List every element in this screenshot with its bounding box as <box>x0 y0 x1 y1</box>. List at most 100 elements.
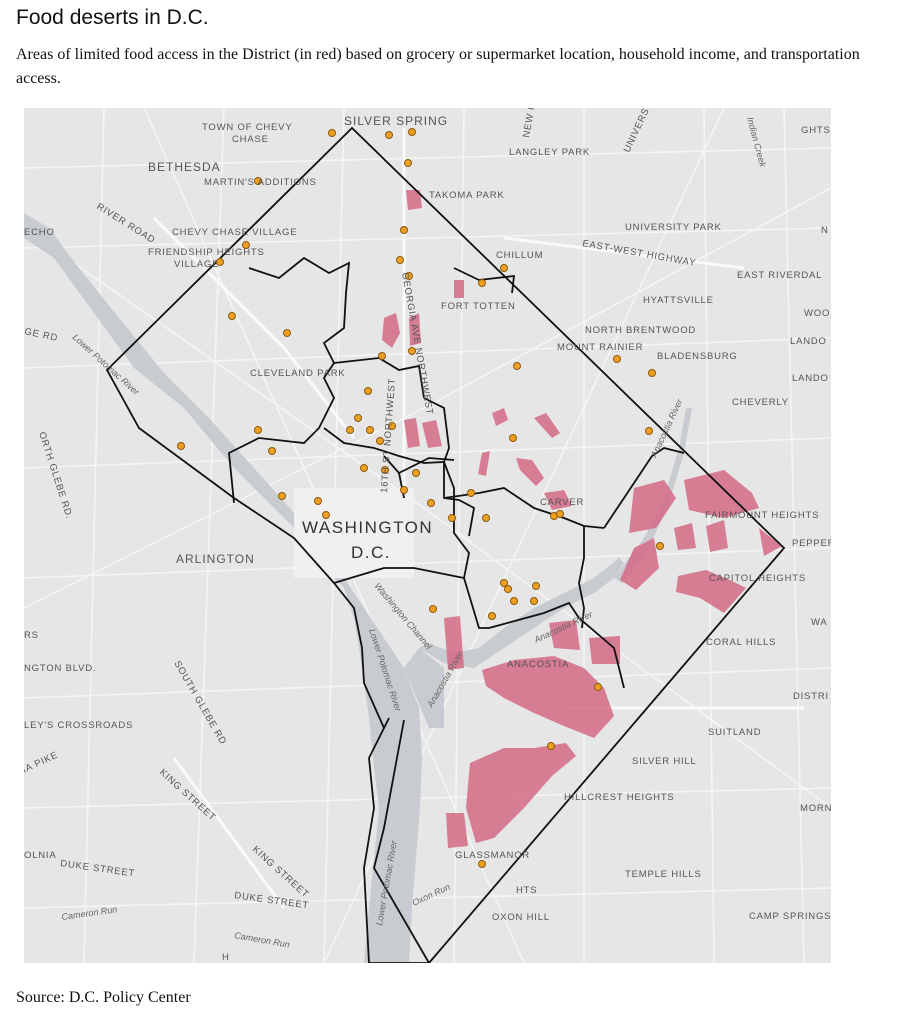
grocery-store-dot <box>396 256 404 264</box>
label-suitland: SUITLAND <box>708 727 761 738</box>
food-desert-area <box>446 813 468 848</box>
grocery-store-dot <box>366 426 374 434</box>
map-subtitle: Areas of limited food access in the Dist… <box>16 46 860 87</box>
food-desert-area <box>589 636 620 664</box>
label-martins-additions: MARTIN'S ADDITIONS <box>204 177 317 188</box>
grocery-store-dot <box>283 329 291 337</box>
map-title: Food deserts in D.C. <box>16 6 209 29</box>
label-fort-totten: FORT TOTTEN <box>441 301 516 312</box>
food-desert-area <box>759 528 782 556</box>
label-dc: D.C. <box>351 543 391 562</box>
label-bethesda: BETHESDA <box>148 160 221 174</box>
food-desert-area <box>544 490 572 510</box>
grocery-store-dot <box>405 272 413 280</box>
food-desert-area <box>382 313 400 348</box>
label-north-brentwood: NORTH BRENTWOOD <box>585 325 696 336</box>
grocery-store-dot <box>482 514 490 522</box>
food-desert-area <box>406 190 422 210</box>
grocery-store-dot <box>378 352 386 360</box>
grocery-store-dot <box>504 585 512 593</box>
label-glassmanor: GLASSMANOR <box>455 850 530 861</box>
label-lando-1: LANDO <box>790 336 827 347</box>
grocery-store-dot <box>532 582 540 590</box>
label-langley-park: LANGLEY PARK <box>509 147 590 158</box>
food-desert-area <box>516 458 544 486</box>
label-friendship-heights-village: VILLAGE <box>174 259 219 270</box>
label-pepper: PEPPER <box>792 538 831 549</box>
label-echo: ECHO <box>24 227 55 238</box>
label-cleveland-park: CLEVELAND PARK <box>250 368 346 379</box>
grocery-store-dot <box>381 466 389 474</box>
label-capitol-heights: CAPITOL HEIGHTS <box>709 573 806 584</box>
grocery-store-dot <box>645 427 653 435</box>
food-desert-area <box>549 620 580 650</box>
map-background <box>24 108 831 963</box>
grocery-store-dot <box>346 426 354 434</box>
grocery-store-dot <box>429 605 437 613</box>
grocery-store-dot <box>328 129 336 137</box>
label-morn: MORN <box>800 803 831 814</box>
label-bladensburg: BLADENSBURG <box>657 351 738 362</box>
grocery-store-dot <box>242 241 250 249</box>
dc-boundary <box>105 126 786 963</box>
grocery-store-dot <box>278 492 286 500</box>
label-town-of-chevy-chase: TOWN OF CHEVY <box>202 122 292 133</box>
food-desert-area <box>629 480 676 533</box>
grocery-store-dot <box>547 742 555 750</box>
label-town-of-chevy-chase-2: CHASE <box>232 134 269 145</box>
grocery-store-dot <box>488 612 496 620</box>
label-ghts: GHTS <box>801 125 831 136</box>
grocery-store-dot <box>400 226 408 234</box>
food-desert-area <box>620 538 659 590</box>
label-coral-hills: CORAL HILLS <box>706 637 776 648</box>
label-temple-hills: TEMPLE HILLS <box>625 869 702 880</box>
label-n-edge: N <box>821 225 829 236</box>
downtown-area <box>294 488 414 578</box>
label-washington: WASHINGTON <box>302 518 433 537</box>
label-hillcrest-heights: HILLCREST HEIGHTS <box>564 792 675 803</box>
label-distri: DISTRI <box>793 691 829 702</box>
label-silver-spring: SILVER SPRING <box>344 114 448 128</box>
label-oxon-hill: OXON HILL <box>492 912 550 923</box>
grocery-store-dot <box>364 387 372 395</box>
label-woo: WOO <box>804 308 830 319</box>
label-chillum: CHILLUM <box>496 250 543 261</box>
food-desert-area <box>674 523 696 550</box>
label-camp-springs: CAMP SPRINGS <box>749 911 831 922</box>
label-mount-rainier: MOUNT RAINIER <box>557 342 643 353</box>
grocery-store-dot <box>404 159 412 167</box>
label-hyattsville: HYATTSVILLE <box>643 295 714 306</box>
grocery-store-dot <box>376 437 384 445</box>
food-desert-area <box>404 418 420 448</box>
food-desert-area <box>534 413 560 438</box>
label-university-park: UNIVERSITY PARK <box>625 222 722 233</box>
food-desert-area <box>422 420 442 448</box>
grocery-store-dot <box>594 683 602 691</box>
grocery-store-dot <box>478 860 486 868</box>
label-takoma-park: TAKOMA PARK <box>429 190 505 201</box>
label-cheverly: CHEVERLY <box>732 397 789 408</box>
grocery-store-dot <box>216 258 224 266</box>
rivers <box>24 213 692 963</box>
grocery-store-dot <box>513 362 521 370</box>
grocery-store-dot <box>613 355 621 363</box>
grocery-store-dot <box>509 434 517 442</box>
grocery-store-dot <box>254 426 262 434</box>
food-desert-area <box>444 616 464 670</box>
food-desert-area <box>492 408 508 426</box>
label-friendship-heights: FRIENDSHIP HEIGHTS <box>148 247 265 258</box>
grocery-store-dot <box>254 177 262 185</box>
grocery-store-dot <box>408 128 416 136</box>
food-desert-area <box>676 570 746 613</box>
grocery-store-dot <box>510 597 518 605</box>
grocery-store-dot <box>388 422 396 430</box>
grocery-store-dot <box>427 499 435 507</box>
label-baileys-crossroads: LEY'S CROSSROADS <box>24 720 133 731</box>
grocery-store-dot <box>448 514 456 522</box>
label-east-riverdale: EAST RIVERDAL <box>737 270 822 281</box>
food-desert-area <box>409 313 421 346</box>
label-chevy-chase-village: CHEVY CHASE VILLAGE <box>172 227 297 238</box>
label-arlington: ARLINGTON <box>176 552 255 566</box>
grocery-store-dot <box>408 347 416 355</box>
label-h: H <box>222 952 230 963</box>
